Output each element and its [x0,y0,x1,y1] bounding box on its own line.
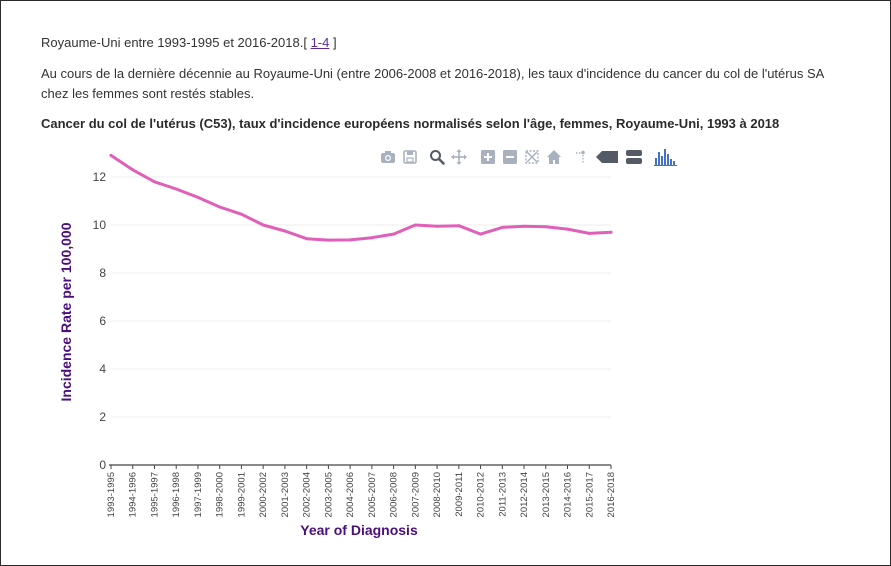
x-tick-label: 2016-2018 [606,472,617,517]
pan-icon[interactable] [450,148,468,166]
intro-line-text: Royaume-Uni entre 1993-1995 et 2016-2018… [41,35,311,50]
x-tick-label: 1993-1995 [106,472,117,517]
x-tick-label: 2001-2003 [280,472,291,517]
data-point[interactable] [370,236,374,240]
series-line[interactable] [109,153,613,242]
data-point[interactable] [544,225,548,229]
y-tick-label: 6 [99,314,106,328]
x-tick-label: 1995-1997 [149,472,160,517]
x-tick-label: 2006-2008 [389,472,400,517]
spike-lines-icon[interactable] [572,148,590,166]
intro-line-suffix: ] [329,35,337,50]
data-point[interactable] [174,187,178,191]
x-tick-label: 2014-2016 [563,472,574,517]
data-point[interactable] [326,238,330,242]
y-axis-title: Incidence Rate per 100,000 [58,222,74,401]
data-point[interactable] [457,224,461,228]
x-tick-label: 2003-2005 [323,472,334,517]
y-tick-label: 8 [99,266,106,280]
series-layer [109,153,613,242]
x-tick-label: 1997-1999 [193,472,204,517]
intro-line: Royaume-Uni entre 1993-1995 et 2016-2018… [41,34,337,52]
y-tick-label: 10 [93,218,107,232]
zoom-out-icon[interactable] [501,148,519,166]
y-tick-label: 4 [99,362,106,376]
data-point[interactable] [479,232,483,236]
reference-link[interactable]: 1-4 [310,35,330,50]
data-point[interactable] [392,232,396,236]
x-tick-label: 1998-2000 [215,472,226,517]
x-tick-label: 1994-1996 [128,472,139,517]
x-axis-ticks: 1993-1995 1994-1996 1995-1997 1996-1998 1997… [106,465,617,517]
x-axis-title: Year of Diagnosis [300,522,418,538]
data-point[interactable] [196,195,200,199]
chart-title: Cancer du col de l'utérus (C53), taux d'… [41,116,780,131]
autoscale-icon[interactable] [523,148,541,166]
summary-paragraph: Au cours de la dernière décennie au Roya… [41,66,824,101]
data-point[interactable] [218,205,222,209]
hover-compare-icon[interactable] [624,148,644,166]
data-point[interactable] [566,227,570,231]
save-icon[interactable] [401,148,419,166]
x-tick-label: 2012-2014 [519,472,530,517]
x-tick-label: 2005-2007 [367,472,378,517]
data-point[interactable] [239,212,243,216]
x-tick-label: 2015-2017 [584,472,595,517]
x-tick-label: 2011-2013 [497,472,508,517]
data-point[interactable] [131,168,135,172]
hover-closest-icon[interactable] [594,148,620,166]
data-point[interactable] [152,180,156,184]
data-point[interactable] [435,224,439,228]
data-point[interactable] [109,153,113,157]
y-tick-label: 12 [93,170,107,184]
zoom-icon[interactable] [428,148,446,166]
data-point[interactable] [261,223,265,227]
data-point[interactable] [522,224,526,228]
x-tick-label: 2000-2002 [258,472,269,517]
y-tick-label: 2 [99,410,106,424]
x-tick-label: 2013-2015 [541,472,552,517]
x-tick-label: 1999-2001 [236,472,247,517]
plotly-logo-icon[interactable] [654,148,678,166]
home-icon[interactable] [545,148,563,166]
x-tick-label: 2009-2011 [454,472,465,517]
x-tick-label: 2002-2004 [302,472,313,517]
data-point[interactable] [413,223,417,227]
x-tick-label: 2010-2012 [476,472,487,517]
data-point[interactable] [587,231,591,235]
data-point[interactable] [609,230,613,234]
x-tick-label: 2008-2010 [432,472,443,517]
zoom-in-icon[interactable] [479,148,497,166]
data-point[interactable] [305,237,309,241]
x-tick-label: 2004-2006 [345,472,356,517]
data-point[interactable] [348,238,352,242]
camera-icon[interactable] [379,148,397,166]
data-point[interactable] [283,229,287,233]
y-axis-ticks: 0 2 4 6 8 10 12 [93,170,107,472]
chart-gridlines [111,176,611,418]
x-tick-label: 2007-2009 [410,472,421,517]
x-tick-label: 1996-1998 [171,472,182,517]
data-point[interactable] [500,225,504,229]
y-tick-label: 0 [99,458,106,472]
